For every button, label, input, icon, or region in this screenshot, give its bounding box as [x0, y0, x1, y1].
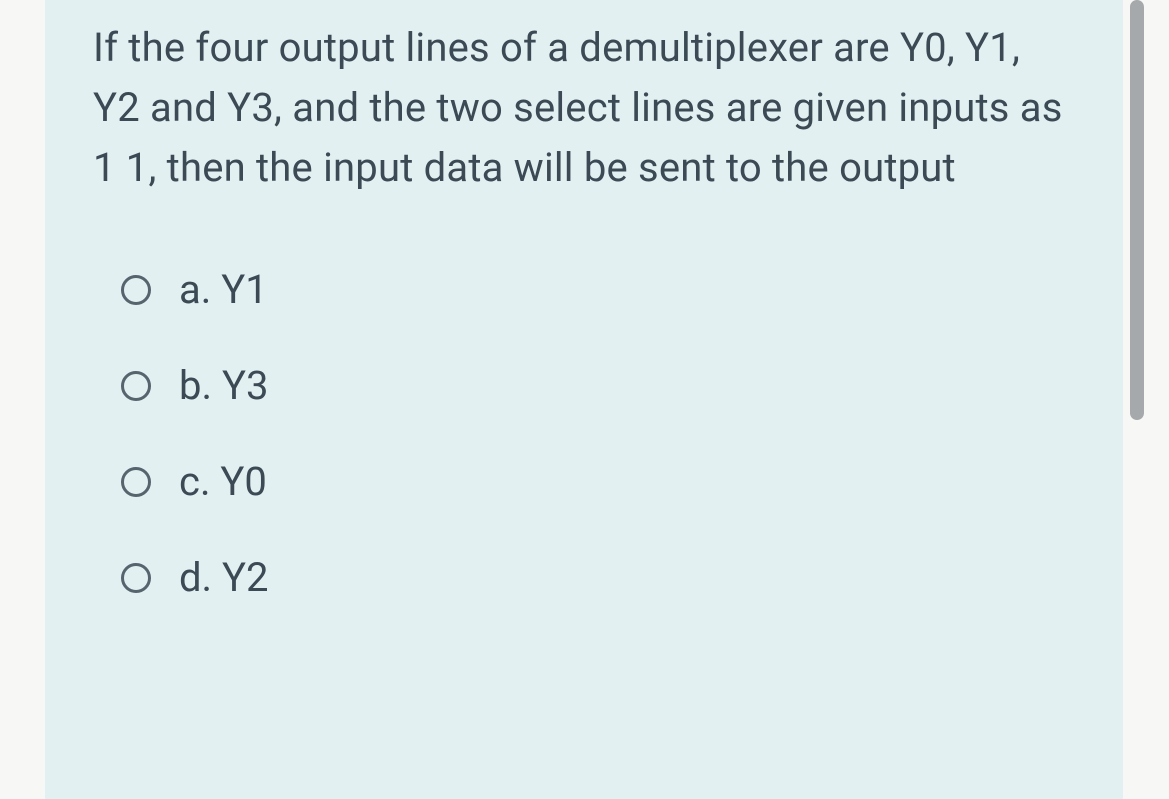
options-list: a. Y1 b. Y3 c. Y0: [93, 270, 1075, 598]
option-c[interactable]: c. Y0: [121, 462, 1075, 502]
option-a-letter: a.: [179, 266, 211, 313]
option-c-label: c. Y0: [179, 462, 267, 502]
option-b-label: b. Y3: [179, 366, 268, 406]
radio-b[interactable]: [121, 371, 151, 401]
scrollbar[interactable]: [1123, 0, 1151, 799]
option-d[interactable]: d. Y2: [121, 558, 1075, 598]
radio-c[interactable]: [121, 467, 151, 497]
option-d-label: d. Y2: [179, 558, 269, 598]
question-card: If the four output lines of a demultiple…: [45, 0, 1123, 799]
option-c-text: Y0: [220, 458, 267, 505]
radio-a[interactable]: [121, 275, 151, 305]
option-a[interactable]: a. Y1: [121, 270, 1075, 310]
option-a-label: a. Y1: [179, 270, 268, 310]
option-a-text: Y1: [221, 266, 268, 313]
option-b-text: Y3: [222, 362, 269, 409]
option-b[interactable]: b. Y3: [121, 366, 1075, 406]
option-d-letter: d.: [179, 554, 212, 601]
option-b-letter: b.: [179, 362, 212, 409]
radio-d[interactable]: [121, 563, 151, 593]
scrollbar-thumb[interactable]: [1130, 0, 1144, 420]
option-d-text: Y2: [222, 554, 269, 601]
option-c-letter: c.: [179, 458, 210, 505]
quiz-container: If the four output lines of a demultiple…: [0, 0, 1169, 799]
question-text: If the four output lines of a demultiple…: [93, 18, 1075, 198]
scrollbar-track[interactable]: [1130, 0, 1144, 799]
